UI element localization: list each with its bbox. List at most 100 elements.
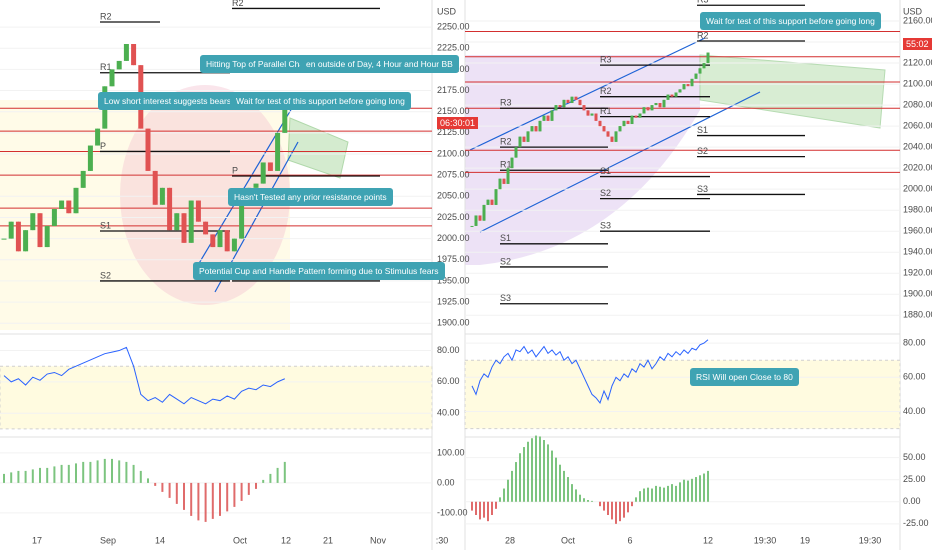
candle — [666, 94, 670, 100]
candle — [586, 110, 590, 116]
rsi-band — [0, 365, 433, 430]
candle — [210, 234, 216, 248]
candle — [95, 128, 101, 146]
y-tick-label: 0.00 — [437, 477, 455, 487]
candle — [224, 230, 230, 252]
y-tick-label: 40.00 — [437, 408, 460, 418]
candle — [502, 178, 506, 184]
x-tick-label: 12 — [281, 535, 291, 545]
annotation: Hasn't Tested any prior resistance point… — [228, 188, 393, 207]
macd-bar — [679, 482, 681, 502]
macd-bar — [663, 487, 665, 502]
macd-bar — [559, 464, 561, 502]
macd-bar — [587, 500, 589, 502]
candle — [167, 187, 173, 231]
pivot-label: R3 — [697, 0, 709, 5]
macd-bar — [583, 498, 585, 502]
candle — [626, 120, 630, 125]
candle — [606, 131, 610, 137]
candle — [650, 105, 654, 111]
candle — [658, 102, 662, 108]
candle — [80, 170, 86, 188]
macd-bar — [635, 497, 637, 502]
pivot-label: R1 — [500, 160, 512, 170]
y-tick-label: 1920.00 — [903, 268, 932, 278]
candle — [574, 96, 578, 100]
y-tick-label: -25.00 — [903, 518, 929, 528]
candle — [546, 115, 550, 121]
x-tick-label: 19:30 — [754, 535, 777, 545]
candle — [578, 99, 582, 106]
macd-bar — [515, 462, 517, 502]
macd-bar — [204, 482, 207, 522]
macd-bar — [539, 436, 541, 502]
pivot-label: S3 — [697, 184, 708, 194]
macd-bar — [495, 501, 497, 509]
candle — [594, 113, 598, 121]
macd-bar — [3, 473, 5, 483]
macd-bar — [96, 460, 99, 483]
y-tick-label: 2160.00 — [903, 15, 932, 25]
candle — [590, 113, 594, 116]
macd-bar — [247, 482, 250, 495]
macd-bar — [17, 470, 20, 483]
macd-bar — [503, 488, 505, 502]
y-tick-label: 2000.00 — [437, 233, 470, 243]
macd-bar — [523, 447, 525, 502]
candle — [638, 113, 642, 118]
macd-bar — [46, 467, 49, 483]
x-tick-label: 19 — [800, 535, 810, 545]
candle — [51, 209, 57, 226]
macd-bar — [611, 501, 613, 520]
y-tick-label: 2075.00 — [437, 170, 470, 180]
macd-bar — [647, 487, 649, 502]
macd-bar — [619, 501, 621, 522]
candle — [1, 238, 7, 240]
macd-bar — [82, 461, 85, 483]
macd-bar — [499, 497, 501, 502]
countdown: 06:30:01 — [437, 117, 479, 129]
macd-bar — [211, 482, 214, 519]
macd-bar — [276, 467, 279, 483]
macd-bar — [683, 479, 685, 502]
macd-bar — [154, 482, 157, 486]
y-tick-label: 50.00 — [903, 452, 926, 462]
x-tick-label: Oct — [561, 535, 576, 545]
candle — [260, 162, 266, 184]
x-tick-label: 19:30 — [859, 535, 882, 545]
macd-bar — [651, 488, 653, 502]
candle — [682, 84, 686, 90]
macd-bar — [659, 486, 661, 502]
candle — [66, 200, 72, 214]
macd-bar — [183, 482, 185, 510]
y-tick-label: 1900.00 — [903, 289, 932, 299]
candle — [23, 230, 29, 252]
macd-bar — [603, 501, 605, 511]
macd-bar — [615, 501, 617, 524]
macd-bar — [233, 482, 236, 507]
macd-bar — [531, 438, 533, 502]
candle — [694, 73, 698, 79]
x-tick-label: 14 — [155, 535, 165, 545]
annotation: en outside of Day, 4 Hour and Hour BB — [300, 55, 459, 74]
candle — [188, 200, 194, 243]
candle — [582, 105, 586, 111]
candle — [73, 187, 79, 214]
macd-bar — [699, 475, 701, 502]
channel-line — [479, 91, 761, 233]
y-tick-label: 2000.00 — [903, 184, 932, 194]
macd-bar — [262, 479, 265, 483]
x-tick-label: 6 — [627, 535, 632, 545]
candle — [174, 213, 180, 231]
pivot-label: S1 — [500, 233, 511, 243]
candle — [534, 126, 538, 132]
candle — [282, 103, 288, 133]
candle — [253, 183, 259, 188]
candle — [618, 126, 622, 132]
candle — [662, 99, 666, 108]
candle — [690, 78, 694, 87]
candle — [275, 132, 281, 171]
macd-bar — [491, 501, 493, 515]
annotation: Low short interest suggests bears have l — [98, 92, 263, 111]
